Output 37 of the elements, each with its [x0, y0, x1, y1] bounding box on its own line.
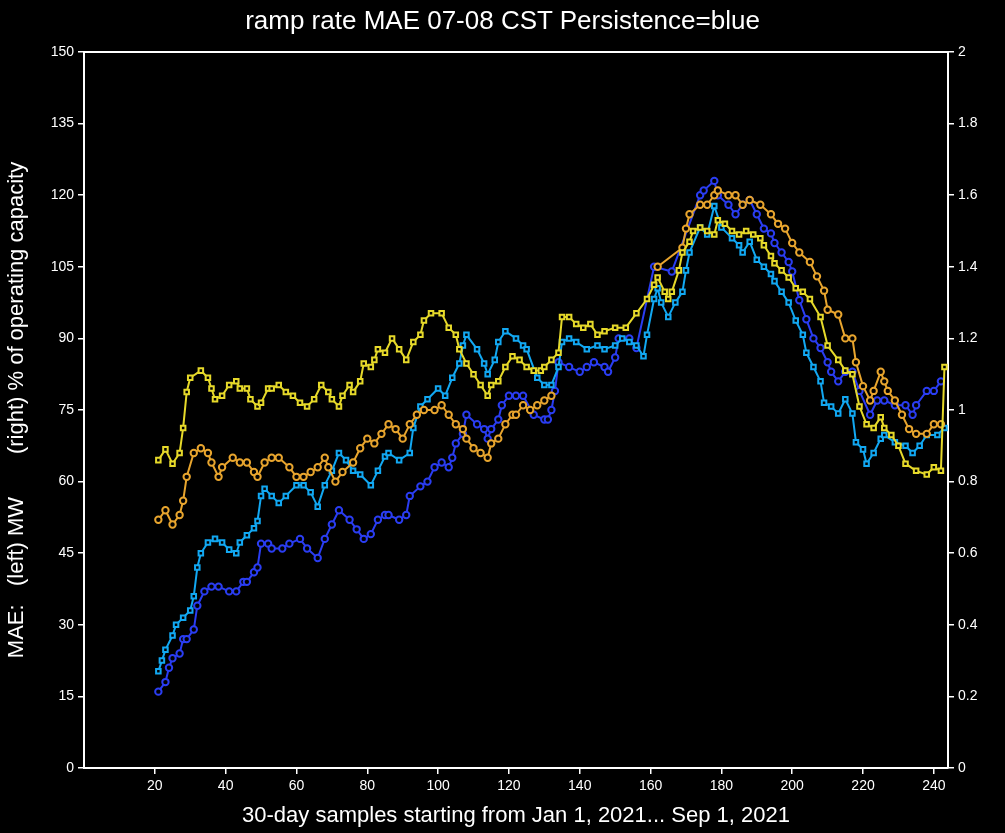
x-tick-label: 180 — [709, 777, 734, 794]
y2-tick-label: 1.6 — [958, 186, 978, 203]
y2-tick-label: 2 — [958, 42, 966, 59]
x-tick-label: 120 — [497, 777, 521, 794]
y-tick-label: 15 — [58, 687, 75, 704]
x-tick-label: 220 — [851, 777, 875, 794]
y-tick-label: 105 — [50, 257, 75, 274]
y-tick-label: 120 — [50, 186, 75, 203]
x-tick-label: 60 — [288, 777, 305, 794]
y2-tick-label: 0 — [958, 758, 966, 775]
y-axis-title: MAE: (left) MW (right) % of operating capacity — [3, 161, 29, 659]
y2-tick-label: 1.4 — [958, 257, 978, 274]
y-tick-label: 90 — [58, 329, 75, 346]
y2-tick-label: 0.2 — [958, 687, 978, 704]
y-tick-label: 150 — [50, 42, 75, 59]
y2-tick-label: 0.4 — [958, 615, 978, 632]
y2-tick-label: 1.8 — [958, 114, 978, 131]
y-tick-label: 60 — [58, 472, 75, 489]
x-tick-label: 200 — [780, 777, 805, 794]
y-tick-label: 45 — [58, 544, 75, 561]
x-tick-label: 40 — [217, 777, 234, 794]
y2-tick-label: 1.2 — [958, 329, 978, 346]
y-tick-label: 75 — [58, 400, 75, 417]
y2-tick-label: 0.8 — [958, 472, 978, 489]
y-tick-label: 135 — [50, 114, 75, 131]
y-tick-label: 0 — [66, 758, 75, 775]
y-tick-label: 30 — [58, 615, 75, 632]
x-tick-label: 240 — [922, 777, 946, 794]
x-tick-label: 80 — [359, 777, 376, 794]
x-axis-title: 30-day samples starting from Jan 1, 2021... Sep 1, 2021 — [242, 801, 790, 827]
y2-tick-label: 1 — [958, 400, 966, 417]
x-tick-label: 160 — [638, 777, 663, 794]
x-tick-label: 140 — [568, 777, 592, 794]
x-tick-label: 100 — [426, 777, 450, 794]
chart-title: ramp rate MAE 07-08 CST Persistence=blue — [245, 4, 760, 35]
x-tick-label: 20 — [147, 777, 163, 794]
y2-tick-label: 0.6 — [958, 544, 978, 561]
